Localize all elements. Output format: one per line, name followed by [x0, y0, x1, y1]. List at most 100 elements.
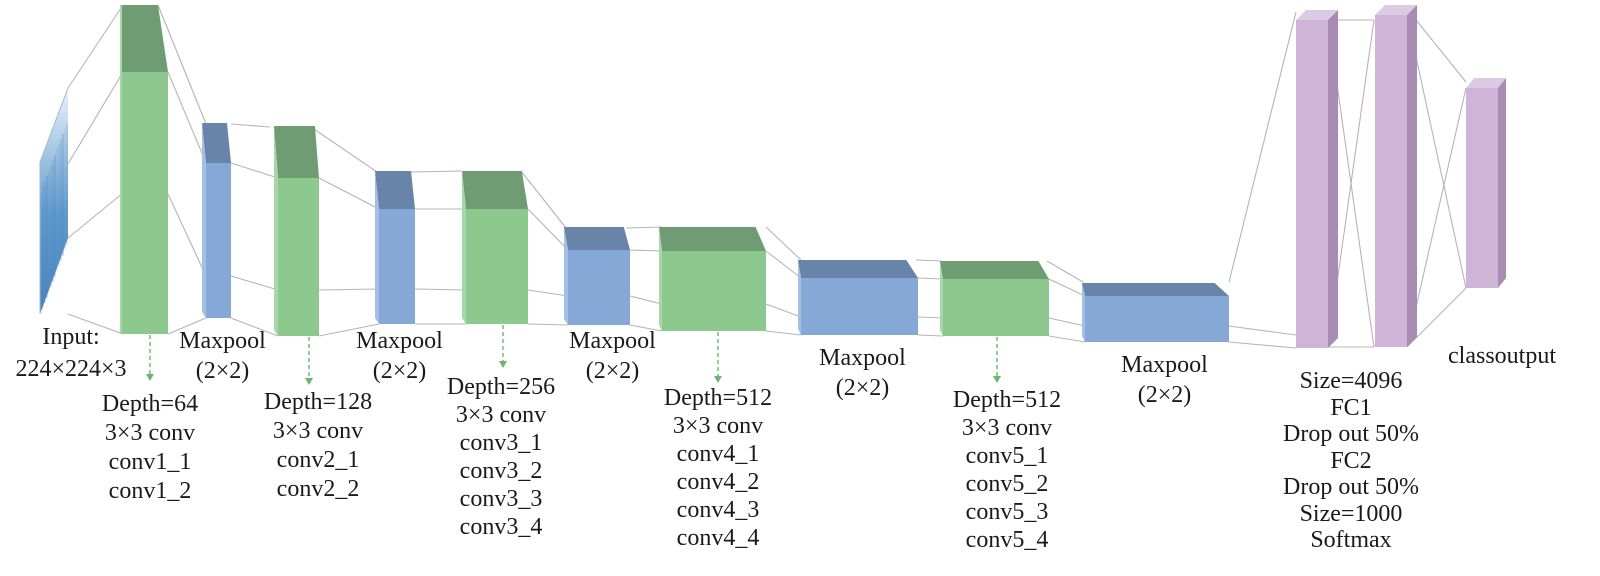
conv1-block-front — [121, 72, 168, 334]
pool2-block-top — [375, 171, 415, 209]
connector-line — [1048, 317, 1086, 327]
connector-line — [765, 330, 802, 336]
conv2-block-side — [274, 126, 278, 336]
fc-line: FC1 — [1330, 394, 1372, 421]
pool3-block-top — [564, 227, 630, 250]
fc2-block-front — [1375, 15, 1407, 347]
fc-line: Drop out 50% — [1283, 421, 1419, 447]
conv4-block-front — [662, 251, 766, 331]
depth-arrows — [146, 325, 1001, 385]
connector-line — [629, 295, 663, 305]
connector-line — [1228, 11, 1297, 283]
conv2-line: conv2_2 — [276, 476, 360, 502]
connector-line — [527, 323, 569, 326]
input-label-line: 224×224×3 — [15, 356, 127, 382]
connector-line — [167, 71, 207, 164]
pool4-block-side — [798, 260, 801, 335]
input-label-line: Input: — [42, 324, 100, 350]
conv3-line: conv3_4 — [459, 514, 543, 540]
fc-line: FC2 — [1330, 447, 1372, 474]
conv1-line: conv1_2 — [108, 478, 192, 504]
pool1-block-side — [202, 123, 206, 318]
conv1-block-top — [121, 5, 168, 72]
connector-line — [157, 4, 207, 125]
fc1-block-front — [1296, 20, 1328, 348]
pool5-block-front — [1085, 296, 1229, 342]
pool2-line: (2×2) — [372, 358, 427, 384]
output-block-side — [1498, 78, 1506, 288]
conv2-block-front — [278, 178, 319, 336]
pool5-block-side — [1082, 283, 1085, 342]
depth-arrow-head — [146, 374, 154, 381]
conv2-line: 3×3 conv — [272, 418, 364, 444]
fc1-block-top — [1296, 10, 1338, 20]
conv3-line: conv3_1 — [459, 430, 543, 456]
connector-line — [917, 316, 944, 319]
conv3-line: conv3_3 — [459, 486, 543, 512]
depth-arrow-head — [499, 361, 507, 368]
connector-line — [1228, 341, 1297, 349]
fc-line: Size=1000 — [1299, 500, 1403, 527]
conv5-block-top — [940, 261, 1049, 279]
conv2-line: Depth=128 — [263, 389, 373, 415]
connector-line — [230, 123, 271, 128]
pool4-line: (2×2) — [835, 375, 890, 401]
conv1-label: Depth=64 3×3 conv conv1_1 conv1_2 — [80, 390, 220, 506]
pool3-line: (2×2) — [585, 358, 640, 384]
connector-line — [629, 324, 663, 332]
pool5-block-top — [1082, 283, 1229, 296]
conv5-line: conv5_4 — [965, 527, 1049, 553]
depth-arrow-head — [993, 376, 1001, 383]
fc-label: Size=4096 FC1 Drop out 50% FC2 Drop out … — [1266, 368, 1436, 554]
connector-line — [765, 303, 802, 318]
connector-line — [318, 288, 380, 291]
conv3-line: Depth=256 — [446, 374, 556, 400]
pool3-label: Maxpool (2×2) — [555, 326, 670, 386]
conv3-line: conv3_2 — [459, 458, 543, 484]
connector-line — [629, 249, 663, 252]
input-label: Input: 224×224×3 — [2, 323, 140, 383]
output-block-front — [1466, 88, 1498, 288]
pool4-block-top — [798, 260, 918, 278]
pool1-line: (2×2) — [195, 358, 250, 384]
connector-line — [230, 317, 279, 337]
output-block-top — [1466, 78, 1506, 88]
output-label-text: classoutput — [1448, 343, 1556, 369]
fc2-block-top — [1375, 5, 1417, 15]
connector-line — [230, 275, 279, 291]
conv2-line: conv2_1 — [276, 447, 360, 473]
connector-line — [527, 208, 569, 251]
conv4-line: conv4_4 — [676, 525, 760, 551]
pool1-label: Maxpool (2×2) — [165, 326, 280, 386]
conv4-line: Depth=512 — [663, 385, 773, 411]
connector-line — [67, 4, 124, 89]
connector-line — [230, 162, 279, 179]
pool4-line: Maxpool — [819, 345, 906, 371]
connector-line — [527, 289, 569, 297]
input-image — [39, 87, 69, 314]
pool2-label: Maxpool (2×2) — [342, 326, 457, 386]
conv3-line: 3×3 conv — [455, 402, 547, 428]
connector-line — [765, 226, 802, 261]
conv4-block-top — [659, 227, 766, 251]
depth-arrow-head — [305, 378, 313, 385]
connector-line — [67, 71, 124, 165]
fc-line: Drop out 50% — [1283, 474, 1419, 500]
pool1-block-top — [202, 123, 231, 163]
conv4-block-side — [659, 227, 662, 331]
conv3-label: Depth=256 3×3 conv conv3_1 conv3_2 conv3… — [431, 373, 571, 541]
conv4-line: conv4_2 — [676, 469, 760, 495]
conv4-line: 3×3 conv — [672, 413, 764, 439]
pool1-block-front — [206, 163, 231, 318]
depth-arrow-head — [714, 376, 722, 383]
pool5-line: Maxpool — [1121, 352, 1208, 378]
connector-line — [917, 277, 944, 280]
pool2-block-side — [375, 171, 379, 324]
connector-lines — [67, 4, 1467, 349]
conv5-line: conv5_3 — [965, 499, 1049, 525]
conv1-line: conv1_1 — [108, 449, 192, 475]
connector-line — [67, 192, 124, 239]
connector-line — [765, 250, 802, 279]
connector-line — [1411, 14, 1467, 83]
